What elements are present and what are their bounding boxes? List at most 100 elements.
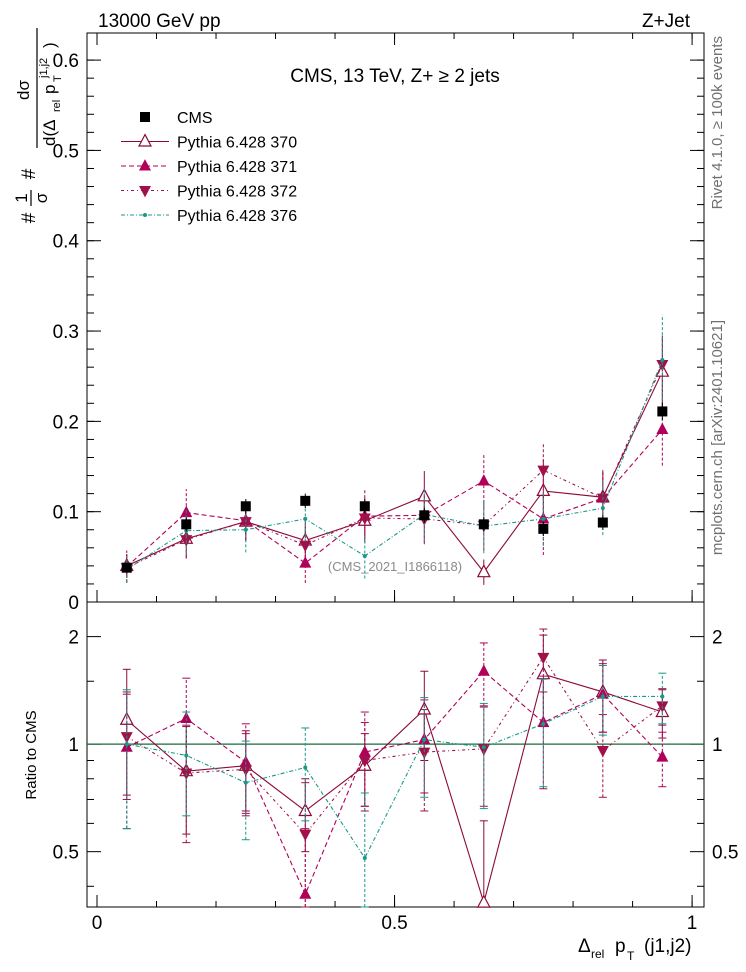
ratio-series-4-point <box>184 753 189 758</box>
ratio-series-4-point <box>422 737 427 742</box>
ratio-series-3-point <box>537 652 550 665</box>
rivet-label: Rivet 4.1.0, ≥ 100k events <box>709 36 726 209</box>
ratio-tick-label-right: 1 <box>712 735 723 756</box>
ratio-series-2-point <box>299 887 312 899</box>
ratio-series-1-point <box>476 894 491 908</box>
series-3-point <box>537 465 550 478</box>
header-energy: 13000 GeV pp <box>98 11 221 32</box>
ylabel-one: 1 <box>12 193 31 202</box>
legend-marker <box>138 133 152 147</box>
ratio-series-2-line <box>126 670 663 896</box>
ratio-tick-label: 2 <box>68 628 79 649</box>
legend-marker <box>143 213 147 217</box>
y-tick-label: 0.1 <box>53 503 79 524</box>
cms-point <box>300 495 311 506</box>
y-tick-label: 0.2 <box>53 412 79 433</box>
analysis-watermark: (CMS_2021_I1866118) <box>328 559 462 574</box>
ylabel-den-p: p <box>40 85 59 94</box>
ratio-series-4-line <box>126 695 663 860</box>
x-tick-label: 1 <box>687 913 698 934</box>
ratio-series-3-point <box>239 764 252 777</box>
ratio-series-3-point <box>418 747 431 759</box>
x-tick-label: 0.5 <box>381 913 407 934</box>
series-1-line <box>126 371 663 574</box>
cms-point <box>538 523 549 534</box>
ratio-series-3-point <box>358 755 371 768</box>
ylabel-hash-a: # <box>19 168 40 179</box>
ratio-series-2-point <box>180 711 193 723</box>
ratio-tick-label-right: 0.5 <box>712 843 738 864</box>
series-4-point <box>362 553 367 558</box>
series-4-point <box>243 527 248 532</box>
legend-label: Pythia 6.428 376 <box>177 208 297 225</box>
ratio-series-3-line <box>126 656 663 835</box>
xlabel-sub: rel <box>591 947 604 961</box>
series-3-point <box>656 359 669 372</box>
ratio-y-axis-label: Ratio to CMS <box>23 710 40 799</box>
xlabel-p: p <box>615 936 626 957</box>
cms-point <box>121 562 132 573</box>
main-y-axis-label: 1 σ # # dσ d(Δ rel p T j1,j2 ) <box>12 28 64 223</box>
series-2-line <box>126 429 663 568</box>
series-4-point <box>660 357 665 362</box>
ratio-series-4-point <box>303 765 308 770</box>
series-2-point <box>656 422 669 434</box>
ylabel-den-sub2: T <box>52 75 64 82</box>
ylabel-den-sup: j1,j2 <box>38 58 50 79</box>
legend-label: Pythia 6.428 370 <box>177 135 297 152</box>
ratio-series-2-point <box>239 755 252 767</box>
legend-marker <box>140 112 150 122</box>
series-4-line <box>126 359 663 570</box>
series-3-line <box>126 364 663 569</box>
ratio-series-4-point <box>124 742 129 747</box>
series-4-point <box>600 506 605 511</box>
ratio-tick-label: 1 <box>68 735 79 756</box>
ratio-series-4-point <box>600 694 605 699</box>
series-3-point <box>299 540 312 552</box>
cms-point <box>359 501 370 512</box>
mcplots-label: mcplots.cern.ch [arXiv:2401.10621] <box>709 320 726 555</box>
ratio-series-3-point <box>477 744 490 756</box>
ylabel-sigma: σ <box>32 192 51 203</box>
legend-marker <box>139 186 151 198</box>
y-tick-label: 0.6 <box>53 51 79 72</box>
xlabel-sub2: T <box>627 949 635 963</box>
ylabel-den-sub: rel <box>51 100 63 112</box>
ratio-series-4-point <box>481 745 486 750</box>
cms-point <box>478 519 489 530</box>
ratio-series-4-point <box>660 694 665 699</box>
cms-point <box>597 517 608 528</box>
ratio-series-4-point <box>362 856 367 861</box>
legend-label: Pythia 6.428 372 <box>177 184 297 201</box>
series-4-point <box>303 516 308 521</box>
data-marks <box>119 314 670 908</box>
ratio-series-4-point <box>243 780 248 785</box>
ratio-tick-label-right: 2 <box>712 628 723 649</box>
ratio-series-3-point <box>299 829 312 841</box>
cms-point <box>240 501 251 512</box>
y-tick-label: 0.3 <box>53 322 79 343</box>
ratio-tick-label: 0.5 <box>53 843 79 864</box>
chart-title: CMS, 13 TeV, Z+ ≥ 2 jets <box>290 66 500 87</box>
cms-point <box>181 519 192 530</box>
y-tick-label: 0 <box>68 593 79 614</box>
ratio-plot-frame <box>86 601 705 908</box>
cms-point <box>419 510 430 521</box>
y-tick-label: 0.4 <box>53 232 80 253</box>
legend-label: CMS <box>177 110 213 127</box>
series-3-point <box>239 517 252 529</box>
legend-marker <box>139 159 151 171</box>
axes: 0 0.5 1 0 0.1 0.2 0.3 0.4 0.5 0.6 0.5 0.5 1 1 2 2 <box>53 33 738 934</box>
ratio-series-3-point <box>596 745 609 758</box>
ylabel-den-post: ) <box>40 42 59 48</box>
series-2-point <box>477 474 490 486</box>
cms-point <box>657 406 668 417</box>
series-4-point <box>541 516 546 521</box>
ratio-series-2-point <box>656 750 669 762</box>
y-tick-label: 0.5 <box>53 141 79 162</box>
x-axis-label: Δ rel p T (j1,j2) <box>578 936 692 963</box>
series-1-point <box>476 564 491 578</box>
legend-label: Pythia 6.428 371 <box>177 159 297 176</box>
ratio-series-4-point <box>541 721 546 726</box>
